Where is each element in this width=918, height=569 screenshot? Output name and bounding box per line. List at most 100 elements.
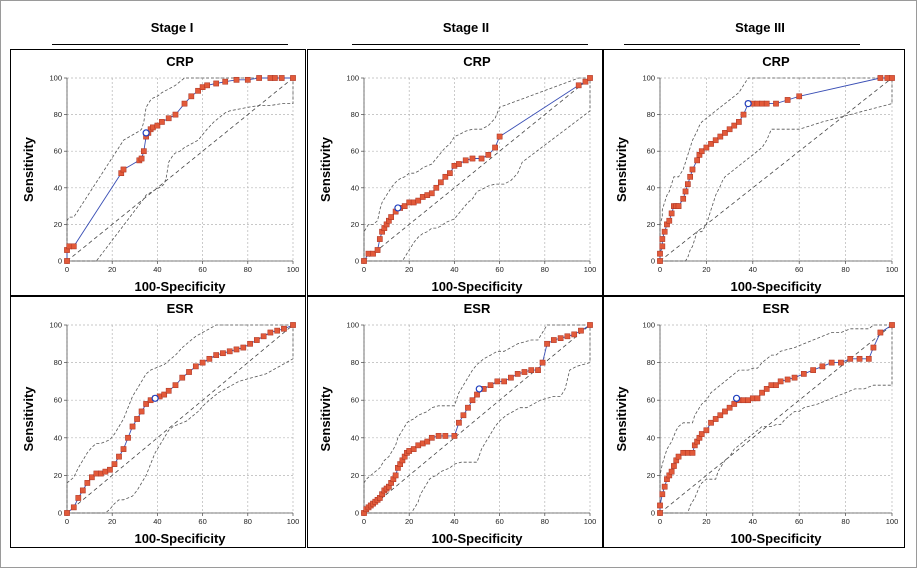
y-axis-label: Sensitivity (614, 136, 629, 202)
roc-point (870, 344, 877, 351)
roc-point (401, 203, 408, 209)
optimal-cutoff-marker (744, 100, 752, 108)
roc-point (161, 391, 168, 398)
roc-panel-4: ESR 0 0 20 20 40 40 60 60 80 80 100 100 100-Specifici… (10, 296, 306, 548)
chart-title: ESR (763, 301, 790, 316)
x-tick-label: 80 (244, 265, 252, 274)
y-tick-label: 60 (351, 396, 359, 405)
y-tick-label: 60 (351, 147, 359, 156)
roc-point (107, 466, 113, 473)
roc-point (374, 247, 381, 253)
roc-point (703, 427, 710, 434)
roc-point (578, 327, 584, 334)
roc-point (267, 329, 274, 336)
lower-confidence-bound (364, 78, 591, 262)
y-tick-label: 20 (647, 471, 655, 480)
roc-point (165, 387, 172, 394)
y-tick-label: 60 (647, 396, 655, 405)
y-tick-label: 100 (642, 74, 655, 83)
x-tick-label: 80 (541, 265, 549, 274)
x-tick-label: 80 (841, 517, 849, 526)
x-tick-label: 0 (362, 265, 366, 274)
roc-point (415, 197, 422, 204)
optimal-cutoff-marker (732, 394, 741, 402)
roc-panel-3: CRP 0 0 20 20 40 40 60 60 80 80 100 100 100-Specifici… (603, 49, 905, 296)
x-axis-label: 100-Specificity (431, 279, 523, 294)
roc-chart-svg: ESR 00 20 20 40 40 60 60 80 80 100 100 100-Specifici… (318, 301, 596, 546)
stage-header-3: Stage III (735, 20, 785, 35)
roc-point (125, 434, 131, 441)
roc-point (220, 350, 226, 357)
reference-diagonal (363, 324, 591, 514)
roc-point (437, 179, 444, 186)
roc-point (684, 181, 691, 187)
roc-point (213, 352, 220, 358)
roc-point (659, 243, 666, 250)
roc-panel-1: CRP 0 0 20 20 40 40 60 60 80 80 100 100 100-Specifici… (10, 49, 306, 296)
roc-point (165, 115, 172, 122)
roc-point (462, 157, 469, 164)
roc-point (172, 111, 179, 118)
x-tick-label: 100 (584, 265, 597, 274)
roc-point (582, 78, 589, 85)
stage-header-1: Stage I (150, 20, 194, 35)
roc-point (111, 461, 118, 467)
x-tick-label: 60 (198, 517, 206, 526)
roc-point (138, 155, 145, 162)
x-tick-label: 40 (749, 517, 757, 526)
roc-point (274, 327, 281, 334)
x-tick-label: 40 (153, 517, 161, 526)
upper-confidence-bound (659, 324, 892, 513)
roc-point (575, 82, 582, 89)
roc-chart-svg: CRP 00 20 20 40 40 60 60 80 80 100 100 100-Specifici… (614, 54, 898, 294)
roc-point (456, 419, 462, 426)
roc-point (410, 446, 417, 452)
roc-point (666, 217, 673, 224)
reference-diagonal (363, 77, 591, 262)
roc-point (233, 76, 240, 83)
roc-point (712, 416, 719, 422)
y-tick-label: 40 (351, 433, 359, 442)
roc-point (84, 480, 91, 486)
roc-point (564, 333, 571, 340)
x-tick-label: 80 (541, 517, 549, 526)
roc-point (424, 438, 431, 445)
roc-point (222, 78, 229, 85)
roc-point (587, 75, 593, 81)
roc-point (726, 404, 733, 411)
y-tick-label: 0 (651, 257, 655, 266)
roc-point (722, 130, 728, 136)
roc-point (233, 346, 240, 353)
roc-point (759, 389, 765, 396)
roc-point (661, 483, 668, 490)
roc-point (120, 446, 127, 452)
y-tick-label: 100 (49, 74, 62, 83)
roc-point (736, 119, 742, 125)
roc-point (754, 395, 761, 402)
roc-point (800, 371, 807, 377)
lower-confidence-bound (364, 325, 591, 514)
roc-point (819, 363, 826, 370)
x-axis-label: 100-Specificity (730, 531, 822, 546)
upper-confidence-bound (66, 77, 293, 261)
x-tick-label: 60 (198, 265, 206, 274)
optimal-cutoff-marker (394, 204, 402, 212)
roc-point (186, 369, 192, 375)
roc-point (253, 337, 260, 343)
roc-point (392, 472, 399, 479)
roc-point (154, 122, 161, 129)
roc-point (465, 404, 471, 411)
roc-point (810, 367, 816, 373)
chart-title: ESR (464, 301, 491, 316)
upper-confidence-bound (363, 324, 590, 513)
roc-point (281, 325, 287, 332)
roc-point (143, 401, 149, 407)
optimal-cutoff-marker (475, 385, 483, 393)
roc-point (708, 141, 714, 147)
roc-point (657, 250, 663, 257)
x-tick-label: 60 (495, 517, 503, 526)
roc-point (784, 376, 791, 383)
roc-point (256, 75, 262, 81)
roc-point (726, 126, 733, 133)
